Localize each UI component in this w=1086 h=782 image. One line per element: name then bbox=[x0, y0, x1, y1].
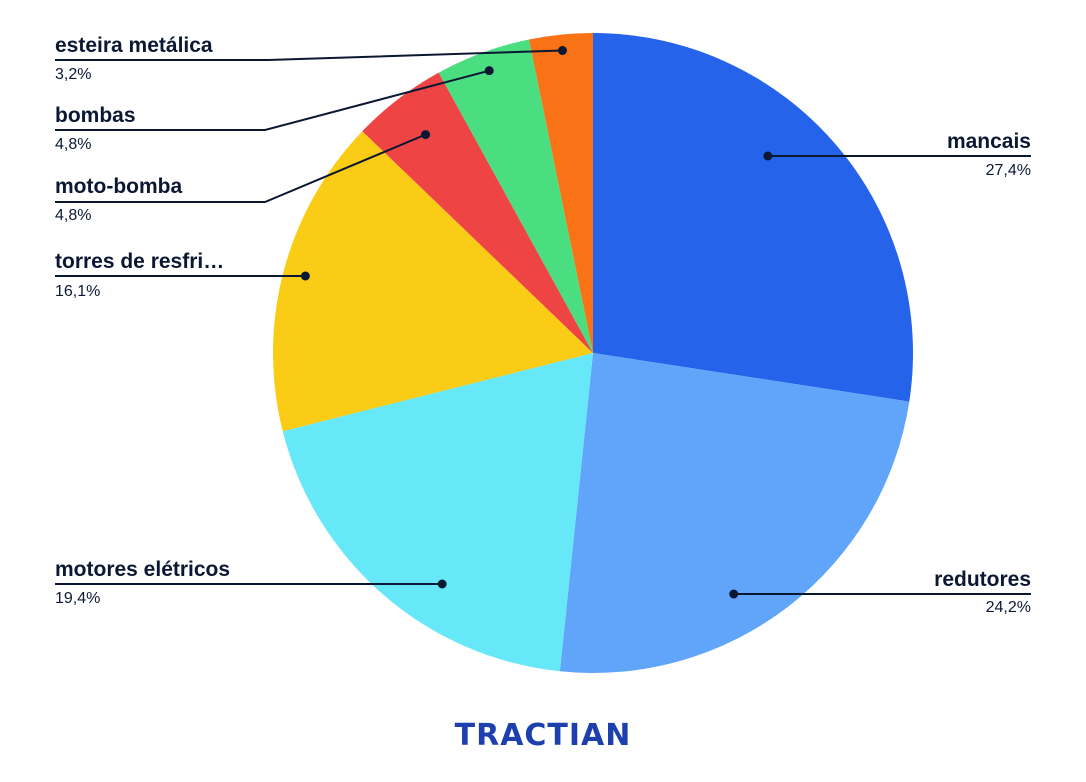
leader-dot bbox=[300, 271, 310, 281]
slice-label: motores elétricos bbox=[55, 558, 230, 581]
pie-label-esteira-metalica: esteira metálica 3,2% bbox=[55, 34, 567, 83]
leader-dot bbox=[421, 130, 431, 140]
slice-label: esteira metálica bbox=[55, 34, 213, 57]
leader-dot bbox=[484, 66, 494, 76]
slice-label: mancais bbox=[947, 130, 1031, 153]
slice-value-label: 19,4% bbox=[55, 590, 100, 607]
pie-labels: mancais 27,4% redutores 24,2% motores elétri… bbox=[55, 34, 1031, 616]
pie-slice-redutores bbox=[559, 353, 910, 673]
slice-label: torres de resfri… bbox=[55, 250, 224, 273]
pie-label-redutores: redutores 24,2% bbox=[729, 568, 1031, 616]
slice-label: bombas bbox=[55, 104, 136, 127]
slice-value-label: 4,8% bbox=[55, 136, 91, 153]
pie-label-torres-de-resfriamento: torres de resfri… 16,1% bbox=[55, 250, 310, 300]
leader-line bbox=[55, 133, 426, 203]
pie-slice-esteira-metalica bbox=[529, 33, 593, 353]
pie-label-mancais: mancais 27,4% bbox=[763, 130, 1031, 179]
leader-dot bbox=[729, 589, 739, 599]
slice-value-label: 27,4% bbox=[986, 162, 1031, 179]
pie-slice-bombas bbox=[438, 39, 593, 353]
pie-label-moto-bomba: moto-bomba 4,8% bbox=[55, 130, 431, 224]
slice-value-label: 4,8% bbox=[55, 207, 91, 224]
leader-line bbox=[55, 49, 563, 61]
slice-label: redutores bbox=[934, 568, 1031, 591]
pie-slice-moto-bomba bbox=[362, 72, 593, 354]
slice-value-label: 16,1% bbox=[55, 283, 100, 300]
leader-dot bbox=[763, 151, 773, 161]
leader-dot bbox=[557, 46, 567, 56]
leader-dot bbox=[437, 579, 447, 589]
leader-line bbox=[55, 69, 490, 131]
pie-label-motores-eletricos: motores elétricos 19,4% bbox=[55, 558, 447, 607]
slice-value-label: 3,2% bbox=[55, 66, 91, 83]
pie-label-bombas: bombas 4,8% bbox=[55, 66, 494, 153]
pie-slice-mancais bbox=[593, 33, 913, 402]
slice-value-label: 24,2% bbox=[986, 599, 1031, 616]
pie-slices bbox=[273, 33, 913, 673]
slice-label: moto-bomba bbox=[55, 175, 182, 198]
tractian-logo: TRACTIAN bbox=[454, 718, 632, 753]
pie-slice-motores-eletricos bbox=[282, 353, 593, 672]
pie-slice-torres-de-resfriamento bbox=[273, 131, 593, 432]
